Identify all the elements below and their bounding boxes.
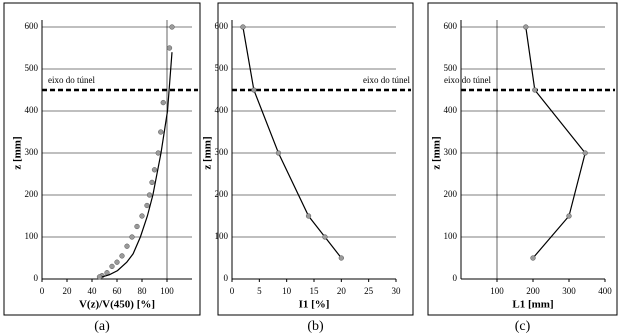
data-point: [151, 167, 158, 173]
x-axis-label: I1 [%]: [299, 299, 330, 311]
x-tick-label: 20: [63, 286, 73, 296]
y-tick-label: 500: [215, 63, 229, 73]
x-tick-label: 60: [113, 286, 123, 296]
panel-caption: (b): [307, 319, 324, 334]
data-point: [532, 87, 538, 93]
data-line: [101, 52, 173, 278]
x-tick-label: 0: [40, 286, 45, 296]
x-axis-label: V(z)/V(450) [%]: [79, 299, 155, 311]
y-axis-label: z [mm]: [12, 136, 24, 169]
data-point: [305, 213, 312, 219]
y-tick-label: 300: [25, 147, 39, 157]
data-point: [523, 24, 529, 30]
y-tick-label: 300: [444, 147, 458, 157]
y-tick-label: 0: [453, 273, 458, 283]
panel-frame: [217, 2, 414, 316]
data-point: [160, 99, 166, 106]
y-tick-label: 400: [215, 105, 229, 115]
x-tick-label: 10: [282, 286, 292, 296]
x-tick-label: 0: [230, 286, 235, 296]
x-axis-label: L1 [mm]: [512, 299, 553, 311]
data-point: [96, 274, 103, 280]
x-tick-label: 20: [337, 286, 347, 296]
data-point: [251, 87, 257, 93]
y-tick-label: 400: [444, 105, 458, 115]
data-point: [124, 243, 130, 249]
data-point: [582, 150, 588, 156]
y-axis-label: z [mm]: [431, 136, 443, 169]
x-tick-label: 100: [160, 286, 174, 296]
y-tick-label: 0: [34, 273, 39, 283]
panel-caption: (c): [515, 319, 531, 334]
y-tick-label: 100: [215, 231, 229, 241]
annotation: eixo do túnel: [444, 75, 491, 85]
y-tick-label: 500: [444, 63, 458, 73]
data-point: [144, 202, 150, 209]
x-tick-label: 40: [88, 286, 98, 296]
data-point: [166, 45, 173, 51]
data-line: [525, 26, 586, 259]
data-point: [158, 129, 164, 135]
annotation: eixo do túnel: [363, 75, 410, 85]
y-tick-label: 100: [444, 231, 458, 241]
y-tick-label: 0: [224, 273, 229, 283]
y-tick-label: 200: [215, 189, 229, 199]
y-tick-label: 100: [25, 231, 39, 241]
data-point: [149, 179, 155, 186]
panel-frame: [3, 2, 201, 316]
x-tick-label: 80: [138, 286, 148, 296]
data-point: [139, 213, 145, 219]
panel-caption: (a): [94, 319, 110, 334]
x-tick-label: 200: [526, 286, 540, 296]
x-tick-label: 100: [490, 286, 504, 296]
y-tick-label: 300: [215, 147, 229, 157]
x-tick-label: 5: [257, 286, 262, 296]
x-tick-label: 15: [310, 286, 320, 296]
data-point: [119, 253, 125, 259]
data-point: [146, 192, 153, 198]
data-point: [338, 255, 344, 261]
data-point: [109, 263, 115, 270]
annotation: eixo do túnel: [48, 75, 95, 85]
data-line: [242, 26, 342, 259]
data-point: [155, 150, 161, 156]
x-tick-label: 300: [562, 286, 576, 296]
y-tick-label: 200: [444, 189, 458, 199]
x-tick-label: 30: [392, 286, 402, 296]
data-point: [129, 234, 135, 240]
data-point: [169, 24, 175, 30]
y-tick-label: 600: [215, 21, 229, 31]
y-tick-label: 200: [25, 189, 39, 199]
data-point: [530, 255, 536, 261]
y-tick-label: 600: [25, 21, 39, 31]
y-axis-label: z [mm]: [202, 136, 214, 169]
x-tick-label: 25: [364, 286, 374, 296]
y-tick-label: 400: [25, 105, 39, 115]
data-point: [275, 150, 282, 156]
data-point: [240, 24, 246, 30]
y-tick-label: 600: [444, 21, 458, 31]
x-tick-label: 400: [598, 286, 612, 296]
data-point: [566, 213, 572, 219]
y-tick-label: 500: [25, 63, 39, 73]
data-point: [134, 223, 140, 230]
panel-frame: [427, 2, 618, 316]
data-point: [322, 234, 328, 240]
data-point: [114, 259, 120, 265]
